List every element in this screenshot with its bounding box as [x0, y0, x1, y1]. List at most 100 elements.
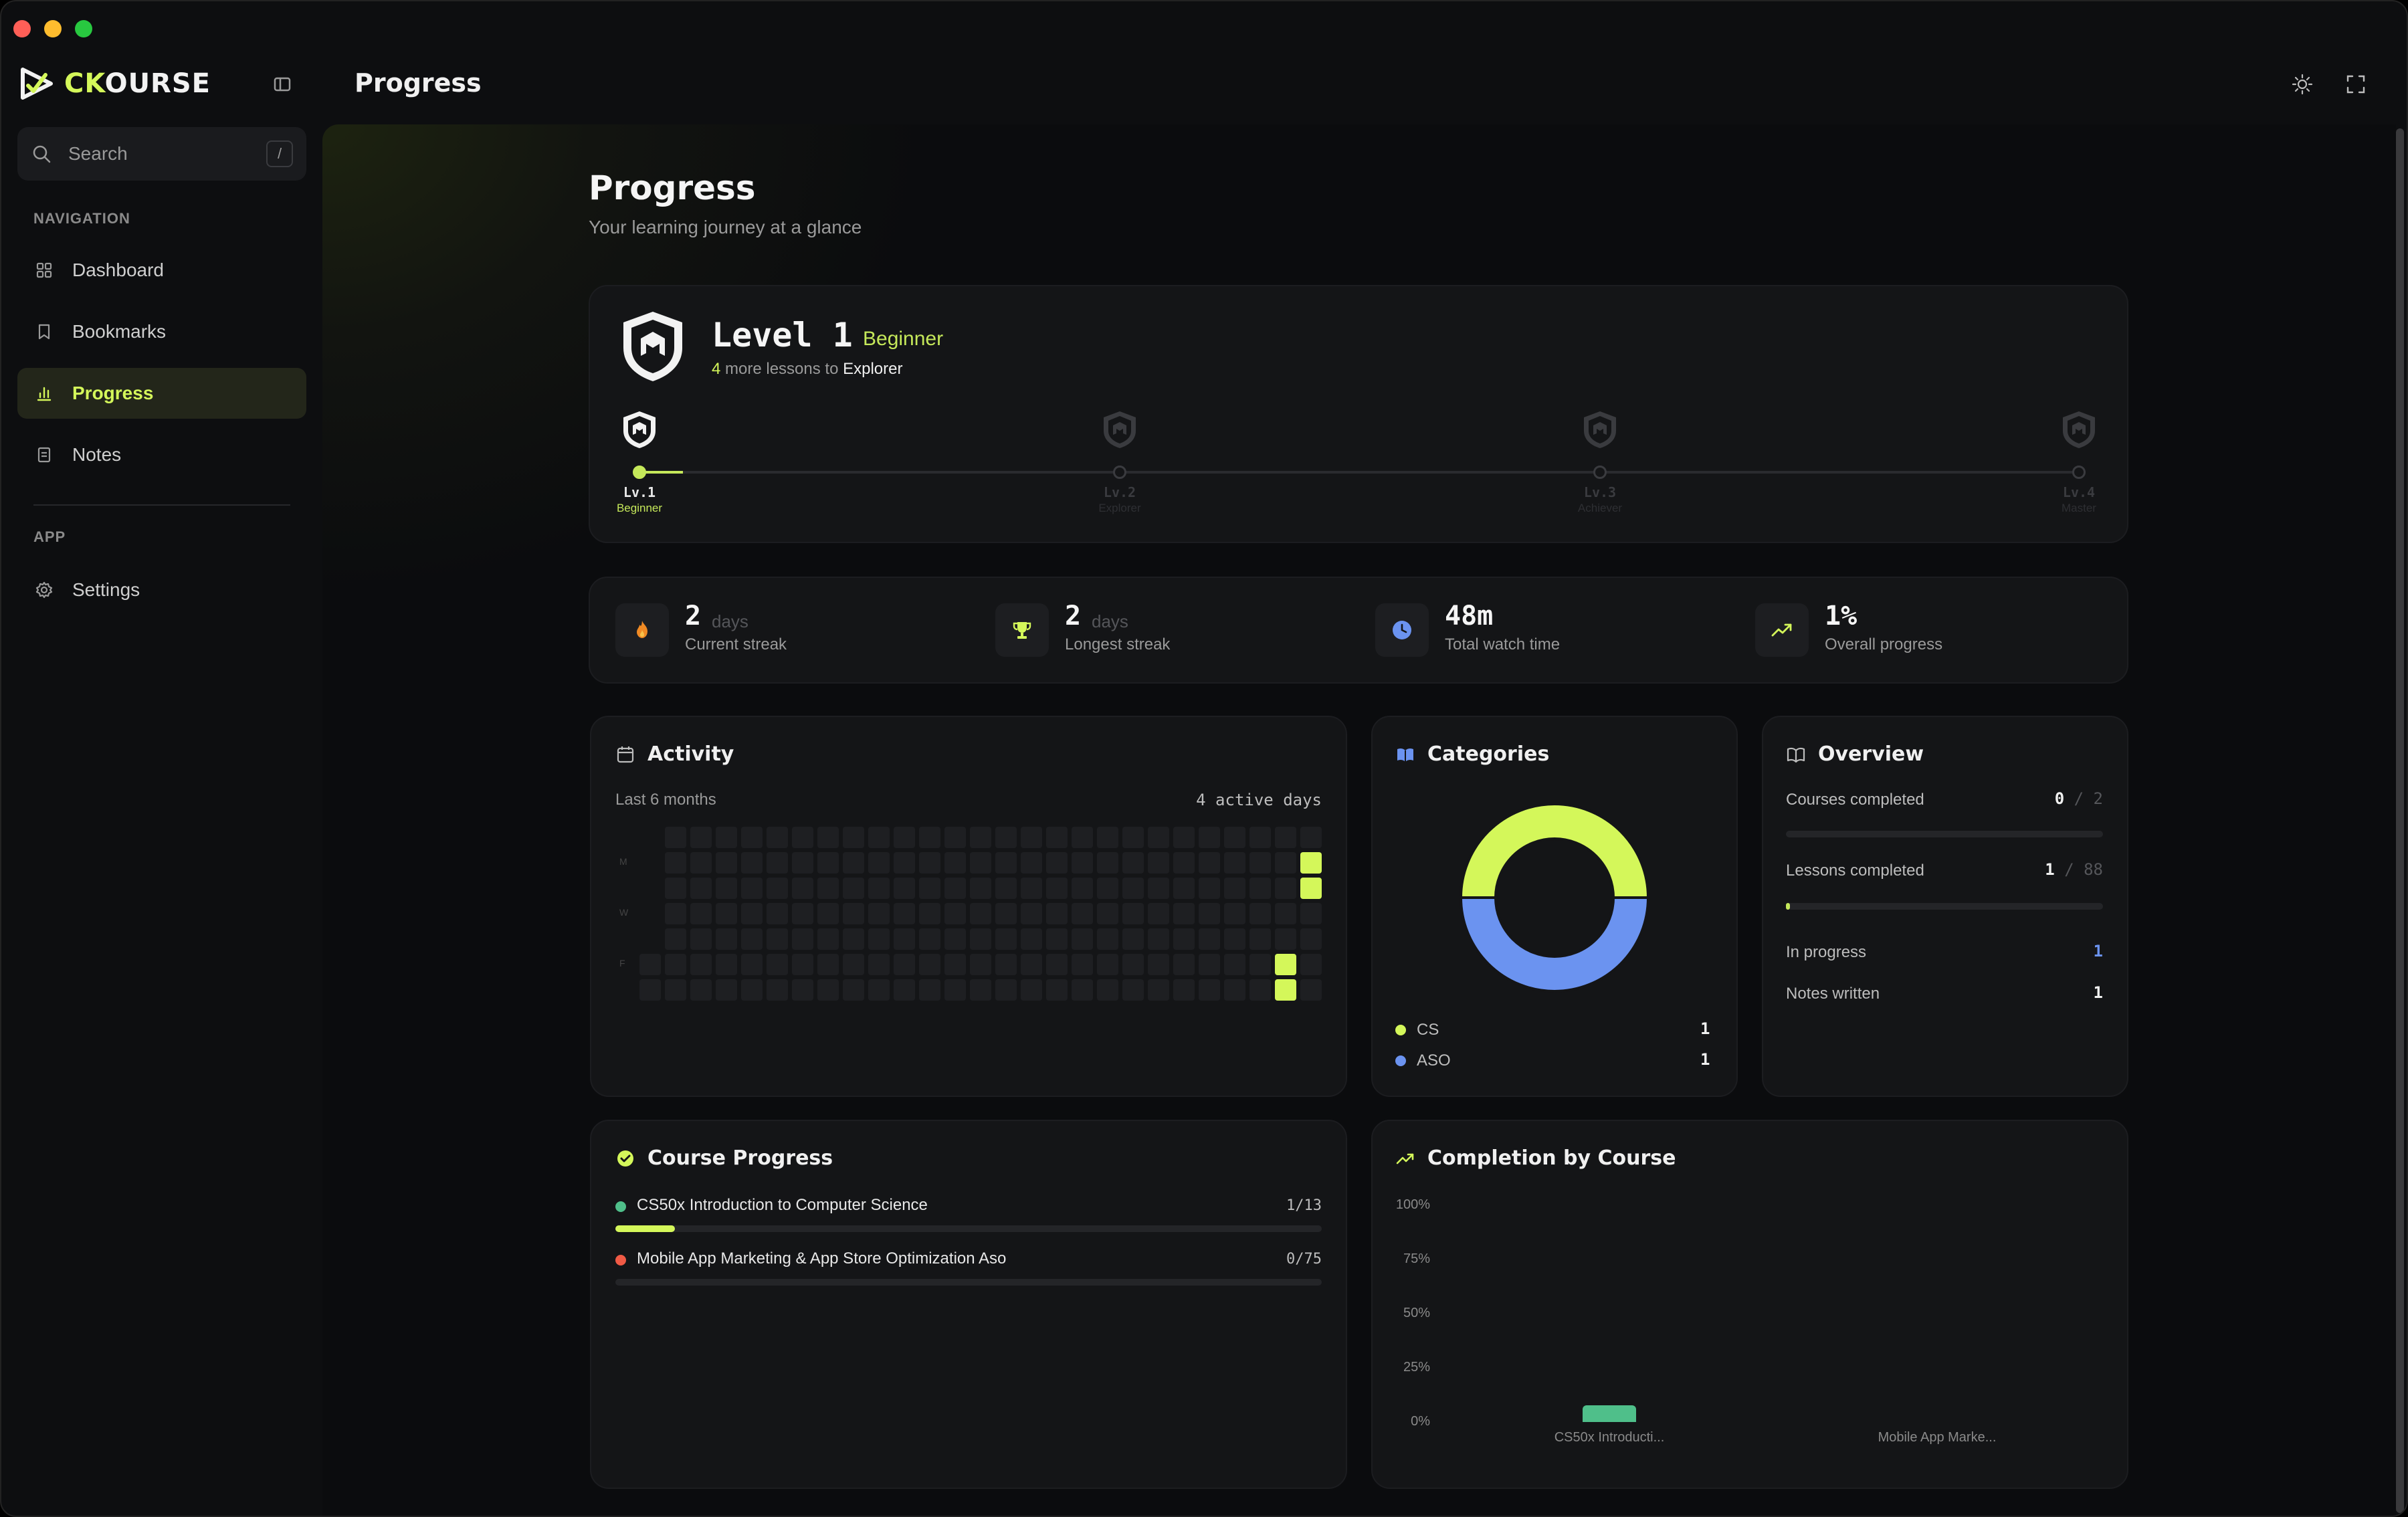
heatmap-cell: [970, 928, 991, 950]
heatmap-cell: [868, 878, 890, 899]
search-input[interactable]: Search /: [17, 127, 306, 181]
notes-written-value: 1: [2093, 983, 2103, 1002]
course-status-dot: [615, 1255, 626, 1266]
lessons-completed-value: 1 / 88: [2045, 860, 2103, 879]
heatmap-cell: [1300, 852, 1322, 874]
heatmap-cell: [741, 903, 763, 924]
sidebar-item-dashboard[interactable]: Dashboard: [17, 245, 306, 296]
categories-header: Categories: [1395, 742, 1549, 766]
heatmap-cell: [894, 954, 915, 975]
heatmap-cell: [716, 979, 737, 1001]
scrollbar[interactable]: [2396, 128, 2404, 1513]
heatmap-cell: [1224, 954, 1245, 975]
stat-icon-box: [995, 603, 1049, 657]
minimize-window-button[interactable]: [44, 20, 62, 37]
sun-icon[interactable]: [2290, 72, 2314, 96]
sidebar-item-label: Settings: [72, 579, 140, 600]
heatmap-cell: [944, 979, 966, 1001]
heatmap-cell: [843, 878, 864, 899]
heatmap-cell: [1173, 852, 1195, 874]
zoom-window-button[interactable]: [75, 20, 92, 37]
heatmap-cell: [639, 979, 661, 1001]
stat-icon-box: [615, 603, 669, 657]
heatmap-cell: [894, 903, 915, 924]
heatmap-cell: [1072, 827, 1093, 848]
heatmap-cell: [1097, 954, 1118, 975]
completion-chart-header: Completion by Course: [1395, 1146, 1676, 1170]
bar-chart-icon: [37, 387, 52, 401]
close-window-button[interactable]: [13, 20, 31, 37]
y-axis-tick-label: 50%: [1403, 1306, 1430, 1320]
course-progress-track: [615, 1225, 1322, 1232]
sidebar-item-label: Progress: [72, 383, 154, 403]
heatmap-cell: [970, 827, 991, 848]
heatmap-cell: [665, 979, 686, 1001]
heatmap-cell: [690, 954, 712, 975]
heatmap-cell: [1046, 852, 1068, 874]
legend-value-aso: 1: [1700, 1050, 1710, 1069]
heatmap-cell: [1021, 827, 1042, 848]
heatmap-cell: [843, 928, 864, 950]
heatmap-cell: [1097, 928, 1118, 950]
flame-icon: [637, 621, 647, 638]
heatmap-cell: [1148, 928, 1169, 950]
book-open-icon: [1397, 748, 1413, 762]
level-title: Level 1: [712, 316, 853, 355]
heatmap-cell: [1173, 954, 1195, 975]
heatmap-cell: [716, 827, 737, 848]
heatmap-cell: [919, 878, 940, 899]
grid-icon: [36, 262, 52, 278]
completion-chart-card: [1371, 1120, 2128, 1489]
heatmap-cell: [1249, 827, 1271, 848]
sidebar-divider: [33, 504, 290, 506]
heatmap-day-label: W: [619, 907, 629, 918]
heatmap-cell: [1122, 979, 1144, 1001]
heatmap-cell: [970, 852, 991, 874]
heatmap-cell: [1072, 878, 1093, 899]
heatmap-cell: [1148, 954, 1169, 975]
heatmap-cell: [767, 903, 788, 924]
heatmap-cell: [690, 827, 712, 848]
stat-value: 2: [1065, 601, 1082, 631]
lessons-completed-label: Lessons completed: [1786, 862, 1924, 880]
heatmap-cell: [1072, 903, 1093, 924]
heatmap-cell: [868, 827, 890, 848]
heatmap-cell: [665, 928, 686, 950]
heatmap-cell: [665, 954, 686, 975]
sidebar-item-progress[interactable]: Progress: [17, 368, 306, 419]
heatmap-cell: [1300, 903, 1322, 924]
heatmap-cell: [1199, 852, 1220, 874]
trending-up-icon: [1396, 1153, 1414, 1164]
heatmap-cell: [817, 928, 839, 950]
heatmap-cell: [1046, 903, 1068, 924]
heatmap-cell: [690, 878, 712, 899]
sidebar-item-notes[interactable]: Notes: [17, 429, 306, 480]
heatmap-cell: [1097, 979, 1118, 1001]
course-name: CS50x Introduction to Computer Science: [637, 1196, 928, 1214]
heatmap-cell: [1275, 852, 1296, 874]
fullscreen-icon[interactable]: [2344, 72, 2368, 96]
milestone-dot: [1113, 466, 1126, 479]
heatmap-cell: [1199, 827, 1220, 848]
heatmap-cell: [1275, 903, 1296, 924]
check-circle-icon: [617, 1150, 633, 1167]
heatmap-cell: [792, 903, 813, 924]
sidebar-item-settings[interactable]: Settings: [17, 565, 306, 615]
legend-item-cs: CS: [1395, 1021, 1439, 1039]
course-progress-card: [590, 1120, 1347, 1489]
sidebar-toggle-icon[interactable]: [272, 74, 293, 95]
legend-item-aso: ASO: [1395, 1051, 1451, 1070]
heatmap-cell: [792, 979, 813, 1001]
window-controls: [13, 20, 92, 37]
heatmap-cell: [944, 903, 966, 924]
heatmap-cell: [665, 878, 686, 899]
search-icon: [33, 145, 51, 163]
heatmap-cell: [1021, 954, 1042, 975]
brand[interactable]: CKOURSE: [19, 66, 211, 102]
heatmap-cell: [1224, 878, 1245, 899]
heatmap-cell: [1249, 928, 1271, 950]
sidebar-item-bookmarks[interactable]: Bookmarks: [17, 306, 306, 357]
y-axis-tick-label: 25%: [1403, 1360, 1430, 1375]
level-track: [639, 471, 2079, 474]
heatmap-cell: [1148, 979, 1169, 1001]
